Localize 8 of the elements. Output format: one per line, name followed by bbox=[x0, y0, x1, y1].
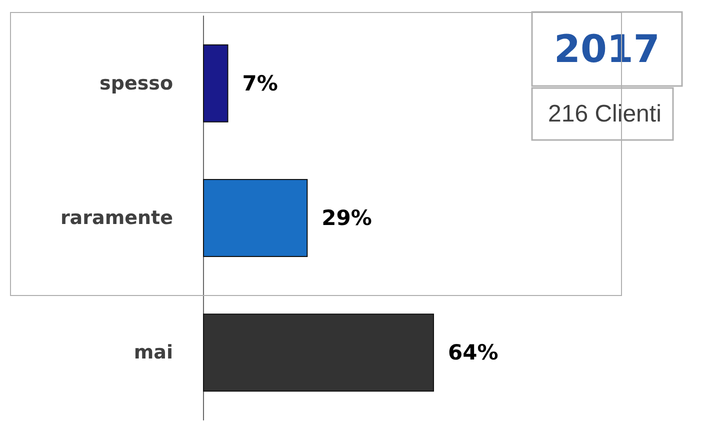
data-label: 29% bbox=[322, 206, 372, 230]
text: 2017 bbox=[554, 27, 660, 71]
data-label: 7% bbox=[242, 71, 278, 96]
text: 216 Clienti bbox=[548, 100, 662, 128]
y-tick-label: mai bbox=[134, 342, 173, 364]
y-tick-label: spesso bbox=[100, 72, 173, 94]
y-tick-label: raramente bbox=[60, 207, 173, 229]
data-label: 64% bbox=[448, 340, 498, 365]
